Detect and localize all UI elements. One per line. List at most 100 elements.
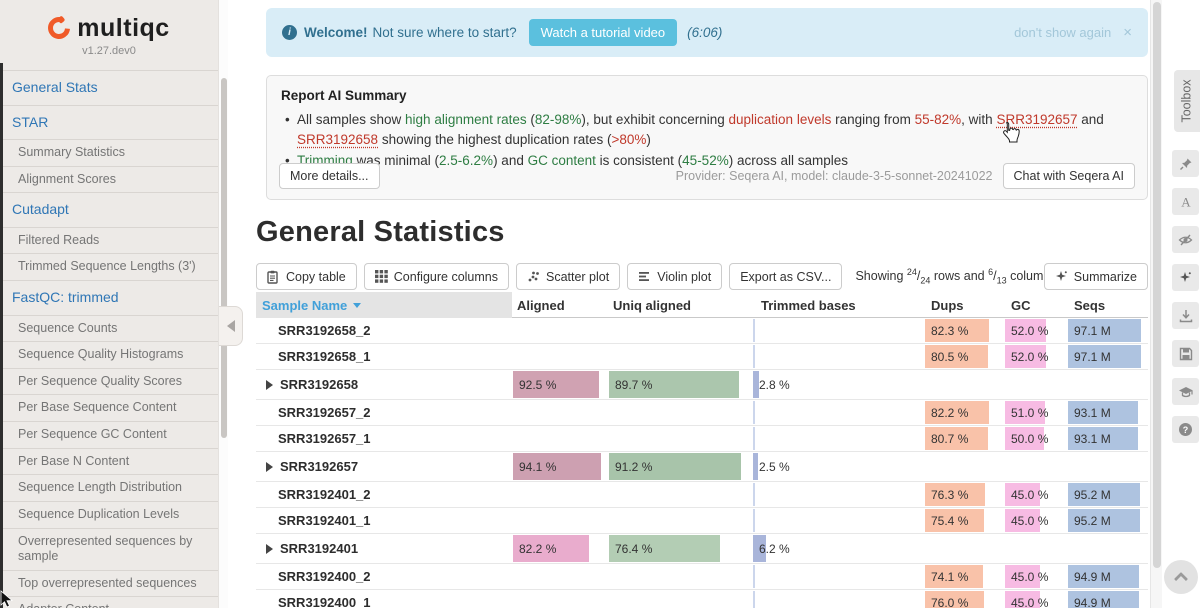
column-header-trimmed[interactable]: Trimmed bases: [761, 297, 856, 313]
table-row-SRR3192400_1[interactable]: SRR3192400_1 76.0 % 45.0 % 94.9 M: [256, 590, 1148, 608]
aligned-cell: 92.5 %: [513, 371, 606, 398]
sidebar-item-trimmed-sequence-lengths-3-[interactable]: Trimmed Sequence Lengths (3'): [0, 254, 218, 281]
expand-triangle-icon[interactable]: [266, 543, 273, 554]
dont-show-again-link[interactable]: don't show again: [1014, 25, 1112, 40]
gc-cell: 50.0 %: [1005, 427, 1083, 450]
sidebar-item-per-sequence-gc-content[interactable]: Per Sequence GC Content: [0, 422, 218, 449]
expand-triangle-icon[interactable]: [266, 461, 273, 472]
welcome-bold: Welcome!: [304, 25, 368, 40]
uniq-cell: 89.7 %: [609, 371, 754, 398]
sample-name[interactable]: SRR3192658_2: [278, 323, 371, 338]
toolbox-sparkle-icon[interactable]: [1172, 264, 1199, 291]
column-header-aligned[interactable]: Aligned: [517, 297, 565, 313]
seqs-cell: 95.2 M: [1068, 483, 1148, 506]
sample-name[interactable]: SRR3192401_1: [278, 513, 371, 528]
main-scrollbar-thumb[interactable]: [1153, 2, 1161, 568]
sample-name[interactable]: SRR3192657_2: [278, 405, 371, 420]
toolbox-font-icon[interactable]: A: [1172, 188, 1199, 215]
table-row-SRR3192400_2[interactable]: SRR3192400_2 74.1 % 45.0 % 94.9 M: [256, 564, 1148, 590]
scroll-to-top-button[interactable]: [1164, 560, 1198, 594]
toolbox-tab[interactable]: Toolbox: [1174, 70, 1200, 132]
sidebar-item-star[interactable]: STAR: [0, 106, 218, 140]
info-icon: i: [282, 25, 297, 40]
table-row-SRR3192401[interactable]: SRR3192401 82.2 % 76.4 % 6.2 %: [256, 534, 1148, 564]
sample-name[interactable]: SRR3192657_1: [278, 431, 371, 446]
sample-name[interactable]: SRR3192401_2: [278, 487, 371, 502]
toolbox-eye-off-icon[interactable]: [1172, 226, 1199, 253]
column-header-seqs[interactable]: Seqs: [1074, 297, 1106, 313]
video-duration: (6:06): [687, 25, 723, 40]
table-row-SRR3192658_2[interactable]: SRR3192658_2 82.3 % 52.0 % 97.1 M: [256, 318, 1148, 344]
table-row-SRR3192658[interactable]: SRR3192658 92.5 % 89.7 % 2.8 %: [256, 370, 1148, 400]
sidebar-item-filtered-reads[interactable]: Filtered Reads: [0, 228, 218, 255]
seqs-cell: 95.2 M: [1068, 509, 1148, 532]
general-stats-table: Sample Name Aligned Uniq aligned Trimmed ba…: [256, 292, 1148, 608]
sidebar-item-sequence-duplication-levels[interactable]: Sequence Duplication Levels: [0, 502, 218, 529]
table-row-SRR3192658_1[interactable]: SRR3192658_1 80.5 % 52.0 % 97.1 M: [256, 344, 1148, 370]
watch-tutorial-button[interactable]: Watch a tutorial video: [528, 19, 678, 46]
sample-name[interactable]: SRR3192400_2: [278, 569, 371, 584]
scatter-plot-button[interactable]: Scatter plot: [515, 263, 621, 290]
close-icon[interactable]: ×: [1123, 24, 1132, 41]
sidebar-scrollbar-thumb[interactable]: [221, 78, 227, 438]
violin-plot-button[interactable]: Violin plot: [627, 263, 723, 290]
sidebar-item-top-overrepresented-sequences[interactable]: Top overrepresented sequences: [0, 571, 218, 598]
sample-name[interactable]: SRR3192658_1: [278, 349, 371, 364]
sidebar-item-cutadapt[interactable]: Cutadapt: [0, 193, 218, 228]
sidebar-item-per-sequence-quality-scores[interactable]: Per Sequence Quality Scores: [0, 369, 218, 396]
trimmed-cell: 6.2 %: [753, 535, 905, 562]
sidebar-item-sequence-counts[interactable]: Sequence Counts: [0, 316, 218, 343]
sidebar-item-sequence-length-distribution[interactable]: Sequence Length Distribution: [0, 475, 218, 502]
left-edge-strip: [0, 63, 3, 608]
sample-name[interactable]: SRR3192657: [266, 452, 358, 481]
column-header-sample[interactable]: Sample Name: [256, 292, 512, 318]
sidebar-item-overrepresented-sequences-by-sample[interactable]: Overrepresented sequences by sample: [0, 529, 218, 571]
sidebar-collapse-handle[interactable]: [219, 306, 243, 346]
more-details-button[interactable]: More details...: [279, 163, 380, 189]
sidebar-item-fastqc-trimmed[interactable]: FastQC: trimmed: [0, 281, 218, 316]
dups-cell: 74.1 %: [925, 565, 1003, 588]
column-header-gc[interactable]: GC: [1011, 297, 1031, 313]
copy-table-button[interactable]: Copy table: [256, 263, 357, 290]
sample-link[interactable]: SRR3192657: [996, 112, 1078, 127]
table-row-SRR3192401_1[interactable]: SRR3192401_1 75.4 % 45.0 % 95.2 M: [256, 508, 1148, 534]
dups-cell: 76.0 %: [925, 591, 1003, 608]
main-content: i Welcome! Not sure where to start? Watc…: [229, 0, 1150, 608]
toolbox-help-icon[interactable]: ?: [1172, 416, 1199, 443]
column-header-dups[interactable]: Dups: [931, 297, 964, 313]
toolbox-pin-icon[interactable]: [1172, 150, 1199, 177]
table-row-SRR3192401_2[interactable]: SRR3192401_2 76.3 % 45.0 % 95.2 M: [256, 482, 1148, 508]
seqs-cell: 94.9 M: [1068, 565, 1148, 588]
sidebar-item-per-base-n-content[interactable]: Per Base N Content: [0, 449, 218, 476]
toolbox-graduation-icon[interactable]: [1172, 378, 1199, 405]
sample-name[interactable]: SRR3192658: [266, 370, 358, 399]
configure-columns-button[interactable]: Configure columns: [363, 263, 509, 290]
sidebar-nav: General Stats STAR Summary Statistics Align…: [0, 70, 218, 608]
toolbox-download-icon[interactable]: [1172, 302, 1199, 329]
toolbox-save-icon[interactable]: [1172, 340, 1199, 367]
sidebar-item-adapter-content[interactable]: Adapter Content: [0, 597, 218, 608]
sidebar-item-summary-statistics[interactable]: Summary Statistics: [0, 140, 218, 167]
summarize-button[interactable]: Summarize: [1043, 263, 1148, 290]
sidebar-item-general-stats[interactable]: General Stats: [0, 71, 218, 106]
aligned-cell: 94.1 %: [513, 453, 606, 480]
export-as-csv--button[interactable]: Export as CSV...: [729, 263, 843, 290]
sidebar-item-sequence-quality-histograms[interactable]: Sequence Quality Histograms: [0, 342, 218, 369]
table-row-SRR3192657[interactable]: SRR3192657 94.1 % 91.2 % 2.5 %: [256, 452, 1148, 482]
sample-name[interactable]: SRR3192401: [266, 534, 358, 563]
column-header-uniq[interactable]: Uniq aligned: [613, 297, 691, 313]
sample-name[interactable]: SRR3192400_1: [278, 595, 371, 608]
main-scrollbar[interactable]: [1150, 0, 1162, 608]
sidebar-item-per-base-sequence-content[interactable]: Per Base Sequence Content: [0, 395, 218, 422]
table-toolbar: Copy table Configure columns Scatter plot V…: [256, 263, 1148, 290]
sidebar-item-alignment-scores[interactable]: Alignment Scores: [0, 167, 218, 194]
table-row-SRR3192657_2[interactable]: SRR3192657_2 82.2 % 51.0 % 93.1 M: [256, 400, 1148, 426]
sidebar-scrollbar[interactable]: [218, 0, 228, 608]
gc-cell: 45.0 %: [1005, 509, 1083, 532]
sample-link[interactable]: SRR3192658: [297, 132, 379, 148]
table-row-SRR3192657_1[interactable]: SRR3192657_1 80.7 % 50.0 % 93.1 M: [256, 426, 1148, 452]
violin-icon: [638, 270, 651, 283]
dups-cell: 82.3 %: [925, 319, 1003, 342]
chat-seqera-button[interactable]: Chat with Seqera AI: [1002, 163, 1135, 189]
expand-triangle-icon[interactable]: [266, 379, 273, 390]
